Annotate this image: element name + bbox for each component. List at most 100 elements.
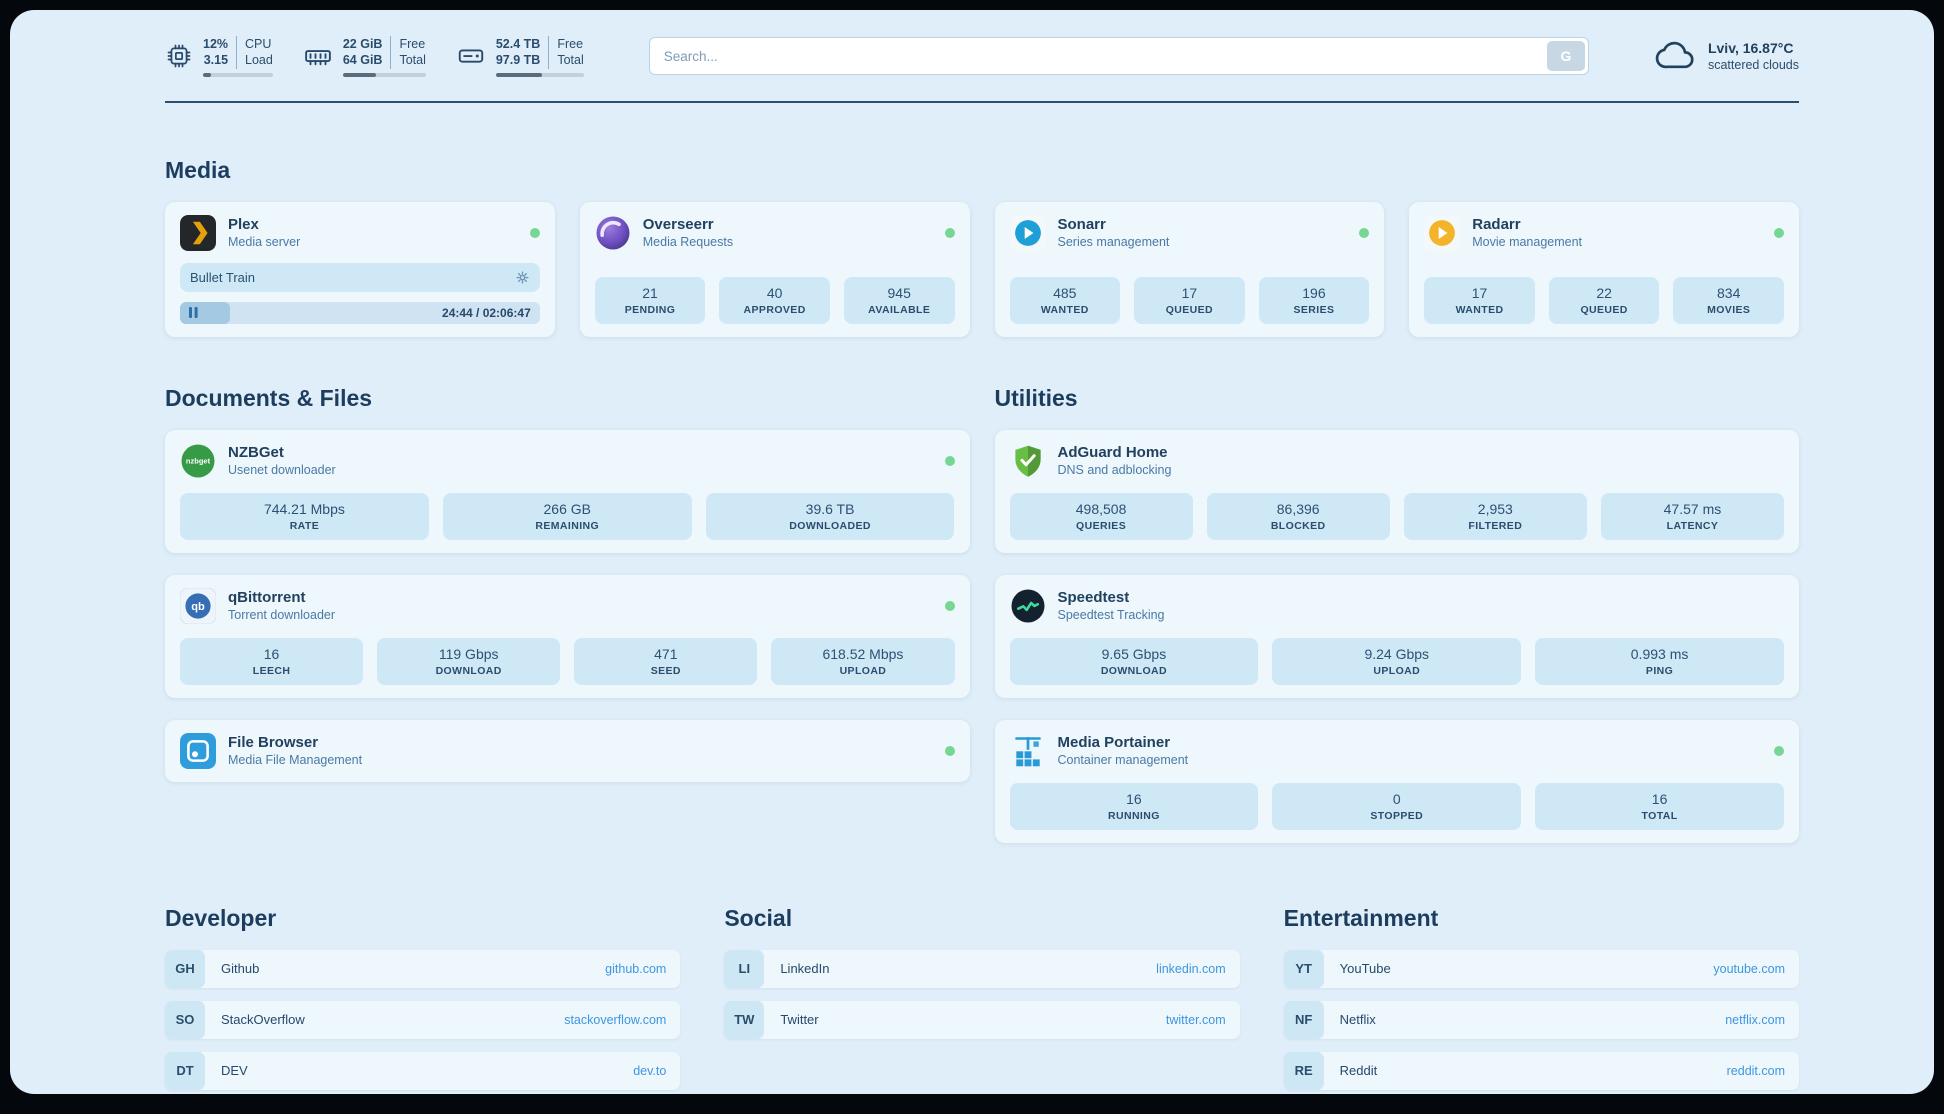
stat-value: 834 (1717, 284, 1741, 301)
stat-value: 2,953 (1477, 500, 1513, 517)
service-subtitle: Speedtest Tracking (1057, 608, 1165, 622)
search-input[interactable] (648, 37, 1589, 76)
stat-value: 618.52 Mbps (822, 645, 904, 662)
stat-label: LEECH (252, 664, 291, 677)
section-developer: Developer GH Github github.com SO StackOverfl… (165, 905, 681, 1095)
service-card-media-portainer[interactable]: Media Portainer Container management 16 RUN… (994, 719, 1799, 843)
bookmark-github[interactable]: GH Github github.com (165, 949, 681, 988)
bookmark-netflix[interactable]: NF Netflix netflix.com (1283, 1000, 1799, 1039)
service-card-plex[interactable]: Plex Media server Bullet Train 24:44 / 02:0… (165, 201, 555, 337)
service-card-nzbget[interactable]: nzbget NZBGet Usenet downloader 744.21 Mbps… (165, 429, 970, 553)
bookmark-abbr: YT (1283, 949, 1324, 988)
metric-value: 97.9 TB (495, 53, 541, 68)
service-name: NZBGet (228, 444, 284, 461)
section-title: Social (724, 904, 793, 931)
svg-text:qb: qb (191, 601, 205, 613)
bookmark-abbr: TW (724, 1000, 765, 1039)
stat-tile-stopped: 0 STOPPED (1272, 782, 1522, 830)
bookmark-dev[interactable]: DT DEV dev.to (165, 1051, 681, 1090)
adguard-icon (1010, 443, 1046, 479)
service-subtitle: Series management (1057, 235, 1170, 249)
bookmark-name: Twitter (780, 1012, 819, 1027)
stat-tile-running: 16 RUNNING (1009, 782, 1259, 830)
stat-value: 945 (887, 284, 911, 301)
stat-value: 485 (1053, 284, 1077, 301)
bookmark-twitter[interactable]: TW Twitter twitter.com (724, 1000, 1240, 1039)
metric-value: 52.4 TB (495, 37, 541, 51)
stat-label: WANTED (1455, 303, 1504, 316)
service-card-adguard-home[interactable]: AdGuard Home DNS and adblocking 498,508 QUE… (994, 429, 1799, 553)
bookmark-abbr: NF (1283, 1000, 1324, 1039)
stat-tile-ping: 0.993 ms PING (1535, 637, 1784, 685)
stat-value: 9.24 Gbps (1364, 645, 1430, 662)
stat-tile-upload: 9.24 Gbps UPLOAD (1272, 637, 1522, 685)
metric-value: 3.15 (203, 53, 229, 68)
bookmark-abbr: GH (165, 949, 205, 988)
service-card-speedtest[interactable]: Speedtest Speedtest Tracking 9.65 Gbps DOWN… (994, 574, 1799, 698)
sonarr-icon (1009, 214, 1046, 251)
metric-value: 64 GiB (342, 53, 383, 68)
metric-label: Total (390, 52, 426, 69)
stat-value: 21 (642, 284, 658, 301)
bookmark-url: reddit.com (1726, 1063, 1785, 1078)
service-card-radarr[interactable]: Radarr Movie management 17 WANTED 22 QUEUED 83… (1409, 201, 1799, 337)
metric-storage: 52.4 TB Free 97.9 TB Total (456, 36, 584, 77)
stat-label: FILTERED (1468, 519, 1523, 532)
service-card-sonarr[interactable]: Sonarr Series management 485 WANTED 17 QUEUED… (994, 201, 1385, 337)
metric-label: CPU (236, 36, 273, 53)
ram-icon (303, 41, 333, 71)
stat-value: 16 (263, 645, 280, 662)
status-dot (1774, 227, 1784, 238)
service-card-qbittorrent[interactable]: qb qBittorrent Torrent downloader 16 LEECH 11… (165, 574, 970, 698)
playback-progressbar[interactable] (180, 301, 540, 324)
section-title: Documents & Files (165, 384, 373, 411)
weather-widget: Lviv, 16.87°C scattered clouds (1654, 38, 1799, 74)
stat-label: DOWNLOAD (435, 664, 502, 677)
stat-value: 744.21 Mbps (263, 500, 345, 517)
gear-icon[interactable] (515, 270, 530, 285)
search-engine-button[interactable]: G (1546, 41, 1585, 72)
bookmark-reddit[interactable]: RE Reddit reddit.com (1283, 1051, 1799, 1090)
bookmark-stackoverflow[interactable]: SO StackOverflow stackoverflow.com (165, 1000, 681, 1039)
service-name: AdGuard Home (1057, 444, 1168, 461)
stat-label: PENDING (624, 303, 676, 316)
stat-label: REMAINING (535, 519, 600, 532)
metric-label: Load (236, 52, 273, 69)
bookmark-url: stackoverflow.com (564, 1012, 667, 1027)
status-dot (944, 600, 955, 611)
status-dot (1774, 745, 1784, 756)
stat-value: 0 (1392, 790, 1401, 807)
stat-tile-downloaded: 39.6 TB DOWNLOADED (705, 492, 955, 540)
pause-icon[interactable] (189, 307, 198, 318)
section-entertainment: Entertainment YT YouTube youtube.com NF Netfl… (1283, 905, 1799, 1095)
bookmark-linkedin[interactable]: LI LinkedIn linkedin.com (724, 949, 1240, 988)
bookmark-url: netflix.com (1725, 1012, 1785, 1027)
bookmark-name: DEV (221, 1063, 248, 1078)
metric-cpu: 12% CPU 3.15 Load (165, 36, 273, 77)
stat-tile-pending: 21 PENDING (594, 276, 706, 324)
section-utilities: Utilities AdGuard Home DNS and adblocking 4… (994, 384, 1799, 843)
bookmark-name: Reddit (1339, 1063, 1378, 1078)
service-subtitle: Movie management (1472, 235, 1583, 249)
portainer-icon (1010, 733, 1046, 769)
service-card-overseerr[interactable]: Overseerr Media Requests 21 PENDING 40 APPROV… (579, 201, 970, 337)
status-dot (944, 745, 955, 756)
section-title: Utilities (994, 384, 1078, 411)
playback-time: 24:44 / 02:06:47 (442, 305, 531, 320)
divider (165, 100, 1799, 103)
stat-tile-blocked: 86,396 BLOCKED (1206, 492, 1390, 540)
stat-tile-download: 119 Gbps DOWNLOAD (377, 637, 561, 685)
svg-text:nzbget: nzbget (186, 456, 211, 465)
bookmark-youtube[interactable]: YT YouTube youtube.com (1283, 949, 1799, 988)
service-name: Plex (228, 216, 259, 233)
stat-label: QUEUED (1165, 303, 1214, 316)
service-name: Speedtest (1057, 589, 1130, 606)
service-card-file-browser[interactable]: File Browser Media File Management (165, 719, 970, 782)
search-bar: G (648, 37, 1589, 76)
stat-label: MOVIES (1707, 303, 1751, 316)
stat-label: AVAILABLE (868, 303, 931, 316)
stat-label: DOWNLOAD (1100, 664, 1168, 677)
status-dot (944, 455, 955, 466)
weather-location: Lviv, 16.87°C (1707, 40, 1794, 57)
stat-label: TOTAL (1641, 809, 1678, 822)
